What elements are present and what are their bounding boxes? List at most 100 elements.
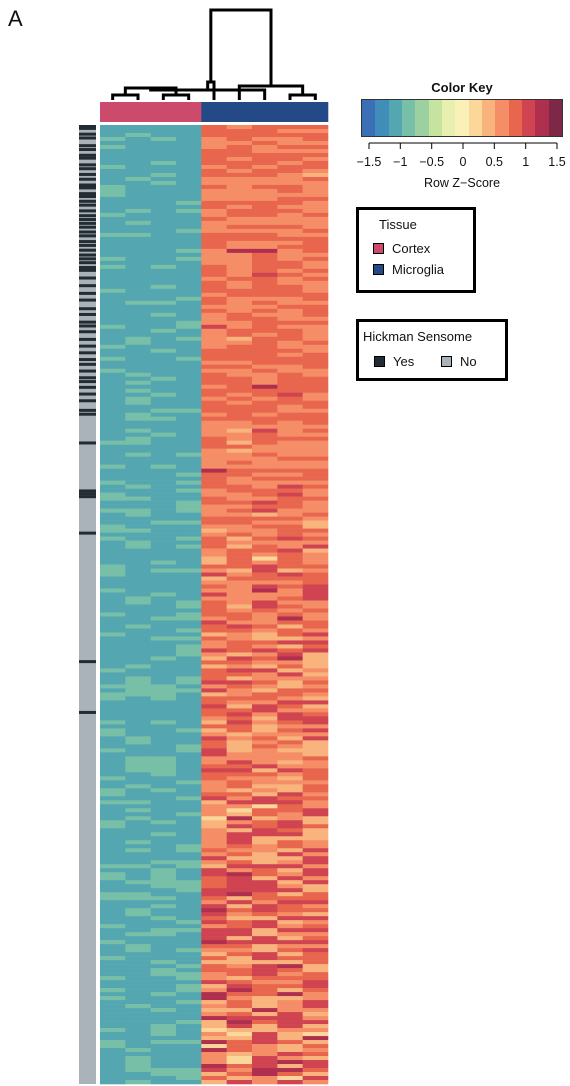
heatmap-cell [277, 712, 303, 717]
heatmap-cell [201, 656, 227, 661]
heatmap-cell [252, 164, 278, 170]
heatmap-cell [176, 612, 202, 617]
heatmap-cell [277, 936, 303, 941]
heatmap-cell [201, 200, 227, 206]
heatmap-cell [277, 160, 303, 166]
heatmap-cell [125, 1048, 151, 1053]
heatmap-cell [176, 376, 202, 382]
color-key-segment [508, 100, 522, 136]
heatmap-cell [226, 564, 253, 569]
heatmap-cell [277, 696, 303, 701]
heatmap-cell [302, 1012, 329, 1017]
heatmap-cell [277, 928, 303, 933]
heatmap-cell [150, 580, 177, 585]
heatmap-cell [277, 624, 303, 629]
heatmap-cell [226, 828, 253, 833]
heatmap-cell [252, 464, 278, 469]
heatmap-cell [201, 444, 227, 449]
heatmap-cell [252, 892, 278, 897]
heatmap-cell [252, 952, 278, 957]
heatmap-cell [100, 304, 126, 310]
heatmap-cell [252, 1052, 278, 1057]
heatmap-cell [125, 952, 151, 957]
heatmap-cell [252, 188, 278, 194]
heatmap-cell [125, 160, 151, 166]
heatmap-cell [100, 536, 126, 541]
heatmap-cell [125, 316, 151, 322]
heatmap-cell [125, 436, 151, 441]
sensome-yes-mark [79, 362, 96, 366]
heatmap-cell [176, 256, 202, 262]
heatmap-cell [302, 1064, 329, 1069]
heatmap-cell [100, 125, 126, 130]
heatmap-cell [150, 656, 177, 661]
heatmap-cell [100, 1056, 126, 1061]
heatmap-cell [277, 560, 303, 565]
heatmap-cell [125, 672, 151, 677]
heatmap-cell [176, 348, 202, 354]
heatmap-cell [176, 760, 202, 765]
heatmap-cell [150, 140, 177, 146]
heatmap-cell [252, 1036, 278, 1041]
heatmap-cell [252, 125, 278, 130]
heatmap-cell [277, 636, 303, 641]
heatmap-cell [176, 428, 202, 433]
heatmap-cell [150, 548, 177, 553]
heatmap-cell [150, 136, 177, 142]
heatmap-cell [125, 996, 151, 1001]
heatmap-cell [226, 1060, 253, 1065]
heatmap-cell [302, 684, 329, 689]
heatmap-cell [252, 632, 278, 637]
heatmap-cell [277, 380, 303, 386]
heatmap-cell [150, 1020, 177, 1025]
heatmap-cell [125, 428, 151, 433]
heatmap-cell [252, 308, 278, 314]
heatmap-cell [150, 320, 177, 326]
heatmap-cell [176, 684, 202, 689]
heatmap-cell [150, 340, 177, 346]
tissue-annotation-bar [100, 102, 329, 122]
heatmap-cell [277, 356, 303, 362]
heatmap-cell [302, 176, 329, 182]
heatmap-cell [100, 180, 126, 186]
heatmap-cell [201, 956, 227, 961]
heatmap-cell [277, 384, 303, 390]
heatmap-cell [125, 208, 151, 214]
heatmap-cell [226, 760, 253, 765]
heatmap-cell [302, 448, 329, 453]
heatmap-cell [125, 1020, 151, 1025]
heatmap-cell [201, 1060, 227, 1065]
heatmap-cell [252, 300, 278, 306]
sensome-yes-mark [79, 324, 96, 328]
heatmap-cell [201, 1076, 227, 1081]
sensome-yes-mark [79, 489, 96, 493]
heatmap-cell [277, 172, 303, 178]
heatmap-cell [150, 920, 177, 925]
heatmap-cell [125, 940, 151, 945]
heatmap-cell [277, 616, 303, 621]
heatmap-cell [252, 156, 278, 162]
heatmap-cell [252, 964, 278, 969]
heatmap-cell [252, 772, 278, 777]
heatmap-cell [302, 920, 329, 925]
heatmap-cell [201, 424, 227, 429]
heatmap-cell [125, 380, 151, 386]
heatmap-cell [125, 716, 151, 721]
heatmap-cell [125, 192, 151, 198]
heatmap-cell [150, 188, 177, 194]
heatmap-cell [252, 240, 278, 246]
heatmap-cell [277, 648, 303, 653]
heatmap-cell [252, 568, 278, 573]
heatmap-cell [226, 580, 253, 585]
heatmap-cell [302, 192, 329, 198]
heatmap-cell [302, 844, 329, 849]
heatmap-cell [150, 756, 177, 761]
heatmap-cell [226, 136, 253, 142]
heatmap-cell [201, 944, 227, 949]
heatmap-cell [125, 920, 151, 925]
heatmap-cell [226, 996, 253, 1001]
heatmap-cell [176, 904, 202, 909]
heatmap-cell [125, 328, 151, 334]
heatmap-cell [302, 264, 329, 270]
